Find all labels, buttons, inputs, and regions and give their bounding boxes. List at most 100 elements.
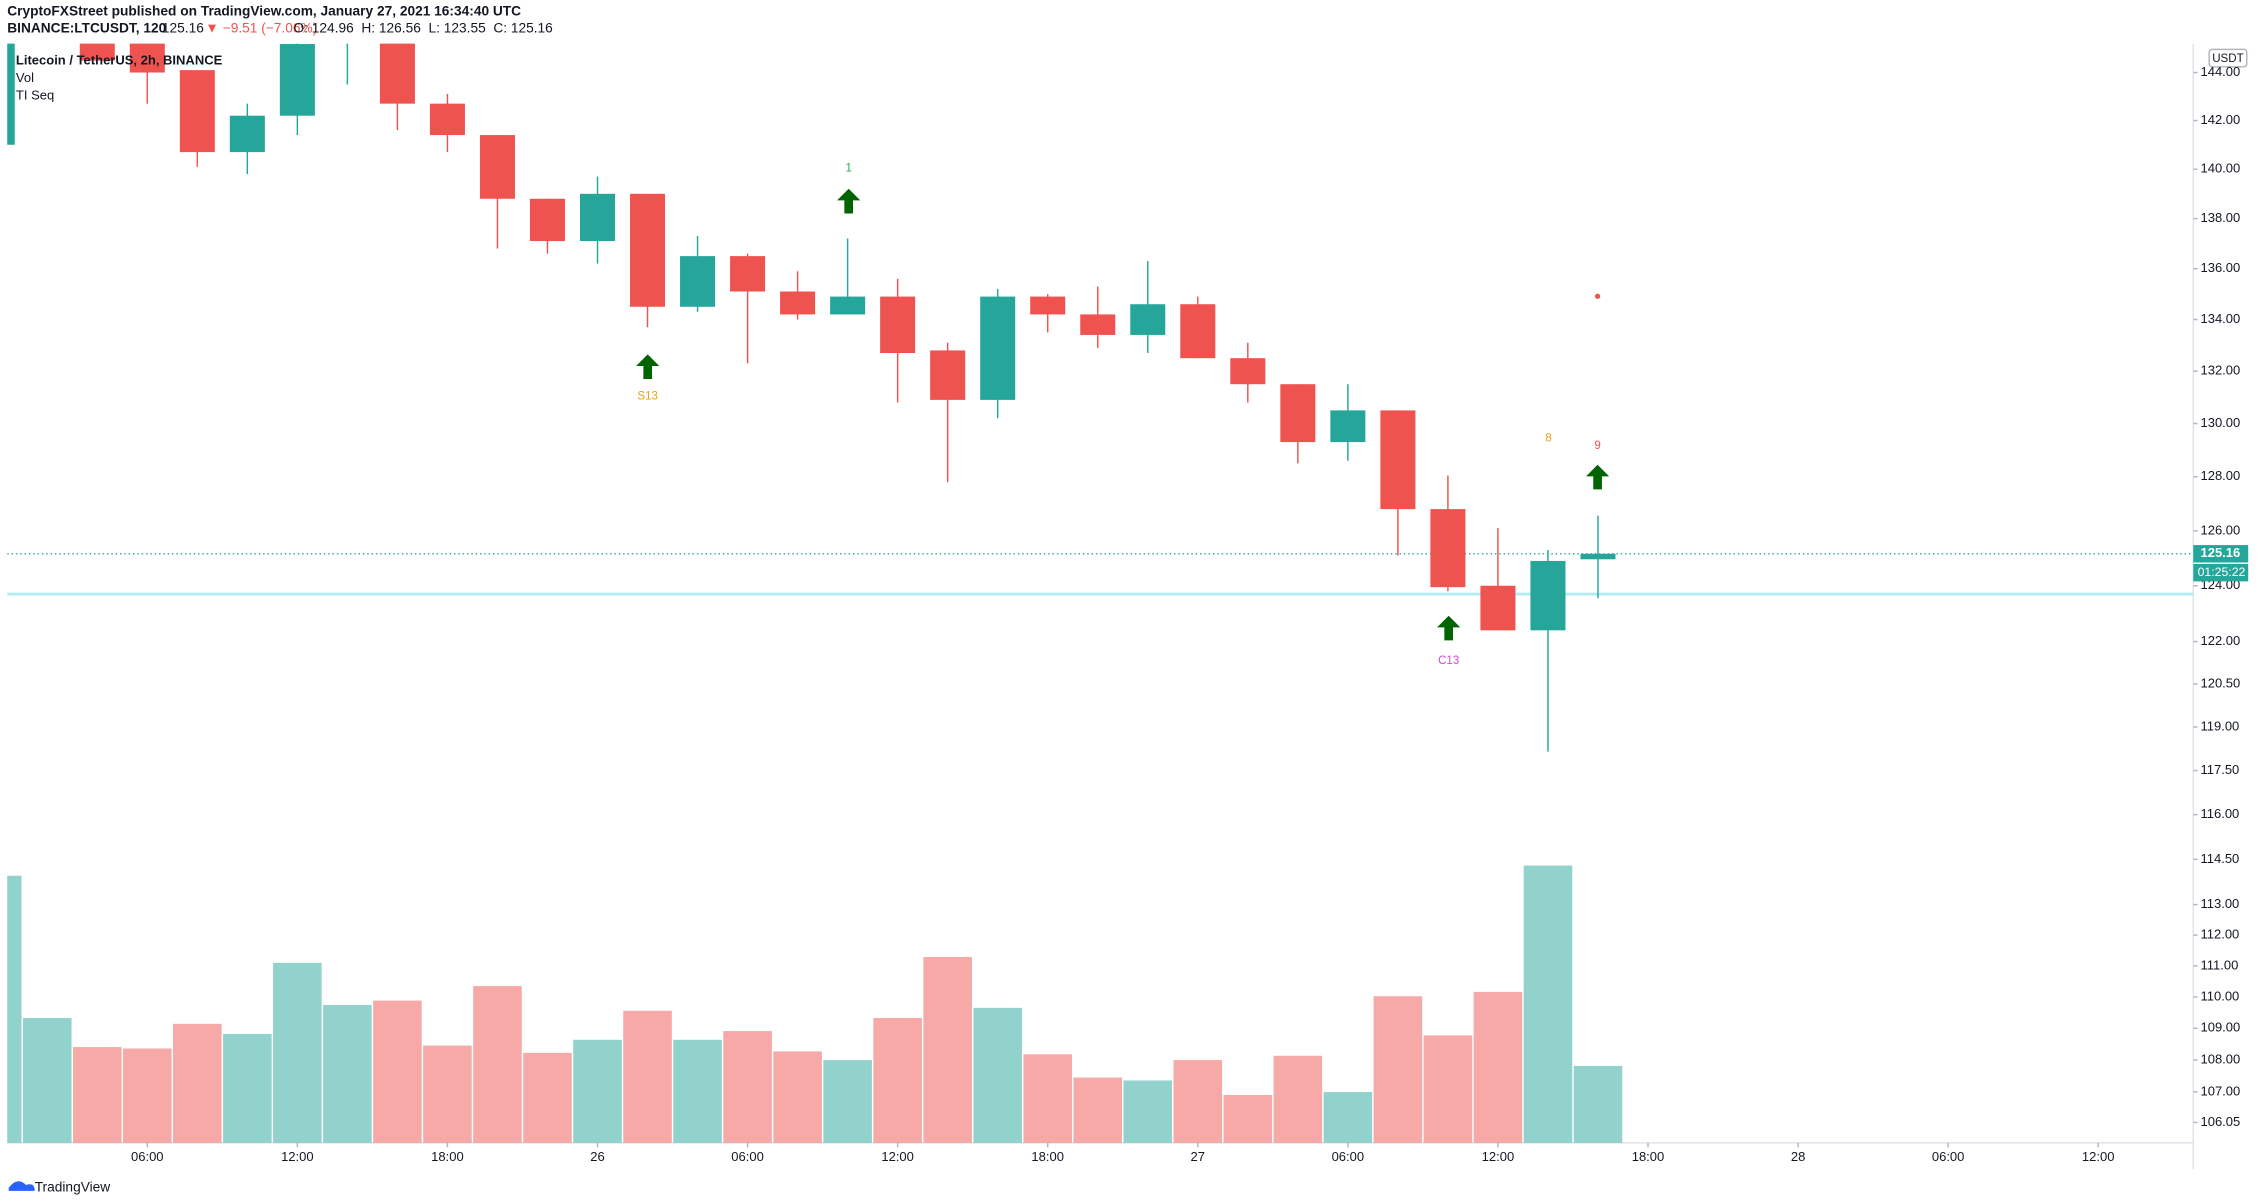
candle-body: [1530, 560, 1566, 631]
y-tick-label: 113.00: [2200, 896, 2239, 911]
signal-arrow: [636, 354, 660, 380]
candle-body: [680, 256, 716, 307]
candle-body: [730, 256, 766, 292]
volume-bar: [673, 1039, 722, 1143]
signal-dot: [1594, 293, 1601, 299]
candle-body: [7, 43, 15, 145]
candle-body: [279, 44, 315, 116]
volume-bar: [623, 1010, 672, 1143]
signal-arrow: [1437, 615, 1461, 641]
candle-body: [830, 296, 866, 315]
y-tick-label: 107.00: [2200, 1083, 2240, 1098]
candle-body: [1030, 296, 1066, 315]
candle-body: [580, 193, 616, 242]
header-ohlc: O: 124.96 H: 126.56 L: 123.55 C: 125.16: [293, 21, 553, 36]
volume-bar: [1573, 1065, 1623, 1143]
x-tick-label: 28: [1791, 1149, 1805, 1164]
volume-bar: [223, 1033, 272, 1143]
x-tick-label: 18:00: [1632, 1149, 1665, 1164]
volume-bar: [723, 1031, 772, 1143]
volume-bar: [1523, 865, 1573, 1143]
signal-label: 9: [1594, 440, 1600, 452]
y-tick-label: 120.50: [2200, 675, 2240, 690]
y-tick-label: 108.00: [2200, 1051, 2240, 1066]
candle-body: [780, 291, 816, 315]
countdown-badge: [2193, 563, 2249, 582]
volume-bar: [773, 1051, 822, 1143]
x-tick-label: 12:00: [881, 1149, 914, 1164]
y-tick-label: 111.00: [2200, 957, 2238, 972]
footer: TradingView: [35, 1180, 111, 1195]
candle-body: [980, 296, 1016, 400]
legend-vol: Vol: [16, 70, 34, 85]
volume-bar: [573, 1039, 622, 1143]
x-tick-label: 06:00: [1932, 1149, 1965, 1164]
volume-bar: [523, 1052, 572, 1143]
volume-bar: [1223, 1094, 1273, 1143]
legend-tiseq: TI Seq: [16, 87, 54, 102]
y-tick-label: 119.00: [2200, 718, 2239, 733]
candle-body: [429, 103, 465, 136]
y-tick-label: 109.00: [2200, 1020, 2240, 1035]
candle-body: [379, 43, 415, 104]
volume-bar: [1273, 1055, 1323, 1143]
countdown: 01:25:22: [2198, 565, 2246, 579]
candle-body: [1280, 384, 1316, 443]
candle-body: [479, 135, 515, 199]
candle-body: [1430, 509, 1466, 588]
y-tick-label: 106.05: [2200, 1114, 2240, 1129]
logo: [8, 1181, 35, 1191]
y-tick-label: 122.00: [2200, 633, 2240, 648]
candle-body: [1330, 410, 1366, 443]
volume-bar: [123, 1048, 172, 1143]
volume-bar: [373, 1000, 422, 1143]
currency: USDT: [2212, 53, 2243, 65]
y-tick-label: 126.00: [2200, 522, 2240, 537]
x-tick-label: 27: [1191, 1149, 1205, 1164]
volume-bar: [7, 875, 22, 1143]
candle-body: [129, 43, 165, 73]
x-tick-label: 12:00: [2082, 1149, 2115, 1164]
volume-bar: [473, 986, 522, 1143]
candle-body: [880, 296, 916, 354]
x-tick-label: 18:00: [431, 1149, 464, 1164]
candle-body: [79, 43, 115, 61]
candle-body: [1480, 585, 1516, 631]
header-change: ▼ −9.51 (−7.06%): [205, 21, 317, 36]
signal-label: 1: [845, 163, 851, 175]
x-tick-label: 12:00: [1482, 1149, 1515, 1164]
volume-bar: [1023, 1054, 1073, 1143]
signal-label: C13: [1438, 655, 1459, 667]
volume-bar: [873, 1018, 922, 1143]
volume-bar: [323, 1004, 372, 1143]
volume-bar: [1473, 991, 1523, 1143]
plot-area: [7, 43, 2194, 1143]
volume-bar: [423, 1045, 472, 1143]
volume-bar: [923, 957, 972, 1143]
volume-bar: [1323, 1092, 1373, 1143]
y-tick-label: 117.50: [2200, 762, 2239, 777]
candle-body: [1230, 358, 1266, 385]
x-tick-label: 06:00: [131, 1149, 164, 1164]
last-price-badge: [2193, 545, 2249, 563]
candle-body: [229, 115, 265, 153]
y-tick-label: 110.00: [2200, 988, 2239, 1003]
last-price-label: 125.16: [2200, 545, 2240, 560]
y-tick-label: 138.00: [2200, 210, 2240, 225]
symbol: BINANCE:LTCUSDT, 120: [7, 21, 166, 36]
y-tick-label: 140.00: [2200, 161, 2240, 176]
y-tick-label: 142.00: [2200, 112, 2240, 127]
volume-bar: [973, 1007, 1022, 1143]
x-tick-label: 26: [590, 1149, 604, 1164]
x-tick-label: 06:00: [731, 1149, 764, 1164]
signal-label: 8: [1545, 433, 1551, 445]
volume-bar: [1423, 1035, 1473, 1143]
candle-body: [1080, 314, 1116, 335]
signal-arrow: [837, 188, 861, 214]
legend-title: Litecoin / TetherUS, 2h, BINANCE: [16, 52, 223, 67]
candle-body: [179, 70, 215, 153]
candle-body: [1180, 304, 1216, 359]
candle-body: [1130, 304, 1166, 335]
volume-bar: [72, 1047, 122, 1143]
